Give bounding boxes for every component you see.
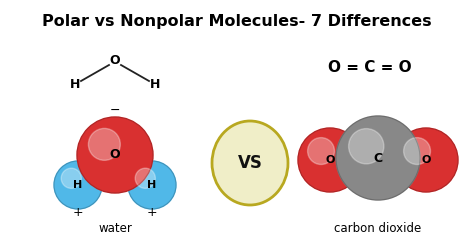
Text: O: O [325, 155, 335, 165]
Circle shape [348, 129, 384, 164]
Text: VS: VS [237, 154, 263, 172]
Circle shape [54, 161, 102, 209]
Text: O: O [421, 155, 431, 165]
Circle shape [308, 138, 335, 164]
Text: +: + [73, 207, 83, 219]
Text: H: H [70, 79, 80, 92]
Circle shape [298, 128, 362, 192]
Text: O: O [109, 54, 120, 66]
Circle shape [77, 117, 153, 193]
Text: O = C = O: O = C = O [328, 61, 412, 75]
Ellipse shape [212, 121, 288, 205]
Text: O: O [109, 149, 120, 161]
Circle shape [128, 161, 176, 209]
Circle shape [403, 138, 430, 164]
Text: Polar vs Nonpolar Molecules- 7 Differences: Polar vs Nonpolar Molecules- 7 Differenc… [42, 14, 432, 29]
Text: C: C [374, 152, 383, 164]
Text: −: − [110, 103, 120, 117]
Circle shape [394, 128, 458, 192]
Circle shape [336, 116, 420, 200]
Circle shape [61, 168, 82, 188]
Text: +: + [146, 207, 157, 219]
Text: carbon dioxide: carbon dioxide [334, 221, 422, 235]
Text: H: H [147, 180, 156, 190]
Text: water: water [98, 221, 132, 235]
Text: H: H [150, 79, 160, 92]
Circle shape [135, 168, 155, 188]
Circle shape [88, 128, 120, 160]
Text: H: H [73, 180, 82, 190]
